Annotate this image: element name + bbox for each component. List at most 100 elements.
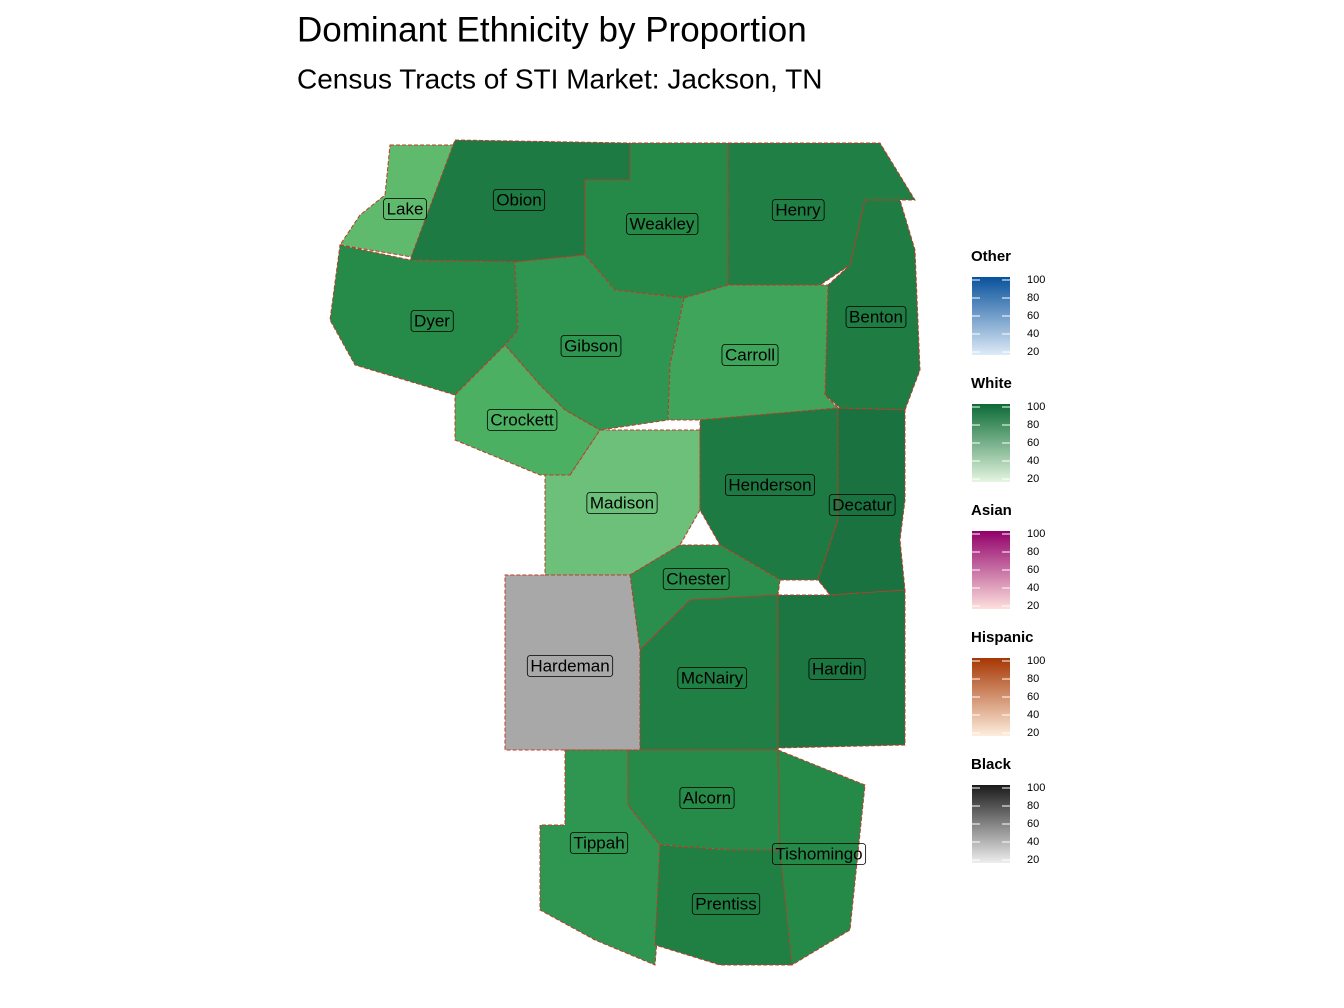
label-box: [725, 474, 815, 496]
label-box: [410, 310, 454, 332]
legend-tick-label: 100: [1027, 401, 1045, 413]
county-label: Carroll: [721, 344, 779, 366]
label-box: [526, 655, 614, 677]
legend-tick-label: 40: [1027, 328, 1039, 340]
county-labels: Lake Obion Weakley Henry Benton Dyer Gibson Car…: [383, 189, 907, 915]
legend-tick-label: 60: [1027, 437, 1039, 449]
county-name: Hardin: [812, 659, 862, 678]
county-name: Weakley: [630, 214, 695, 233]
county-shape: [504, 254, 685, 431]
county-name: Madison: [590, 493, 654, 512]
county-name: Chester: [666, 569, 726, 588]
county-label: Dyer: [410, 310, 454, 332]
map: [329, 139, 921, 966]
label-box: [679, 787, 735, 809]
county-name: Tippah: [573, 833, 624, 852]
county-label: Henry: [771, 199, 825, 221]
label-box: [828, 494, 896, 516]
label-box: [383, 198, 427, 220]
label-box: [691, 893, 761, 915]
county-label: Decatur: [828, 494, 896, 516]
county-name: McNairy: [681, 668, 744, 687]
county-label: McNairy: [677, 667, 748, 689]
legend-title: White: [971, 375, 1012, 392]
legend-tick-label: 40: [1027, 455, 1039, 467]
county-name: Hardeman: [530, 656, 609, 675]
label-box: [492, 189, 546, 211]
county-shape: [777, 749, 866, 966]
legend-tick-label: 20: [1027, 727, 1039, 739]
title: Dominant Ethnicity by Proportion: [297, 10, 807, 49]
county-label: Prentiss: [691, 893, 761, 915]
county-label: Hardeman: [526, 655, 614, 677]
county-label: Tippah: [569, 832, 629, 854]
county-name: Benton: [849, 307, 903, 326]
county-label: Lake: [383, 198, 427, 220]
county-label: Madison: [586, 492, 658, 514]
legend-tick-label: 80: [1027, 673, 1039, 685]
legend-tick-label: 100: [1027, 274, 1045, 286]
county-name: Prentiss: [695, 894, 756, 913]
county-name: Henry: [775, 200, 821, 219]
label-box: [771, 199, 825, 221]
label-box: [586, 492, 658, 514]
county-name: Alcorn: [683, 788, 731, 807]
label-box: [808, 658, 866, 680]
subtitle: Census Tracts of STI Market: Jackson, TN: [297, 63, 822, 94]
legend-title: Other: [971, 248, 1011, 265]
legend-tick-label: 60: [1027, 818, 1039, 830]
county-name: Lake: [387, 199, 424, 218]
county-name: Tishomingo: [775, 844, 862, 863]
label-box: [721, 344, 779, 366]
county-label: Crockett: [486, 409, 558, 431]
legend-tick-label: 20: [1027, 473, 1039, 485]
legend: Other 100 80 60 40 20 White 100 80 60 40 20 Asian 100…: [971, 248, 1045, 866]
label-box: [771, 843, 867, 865]
legend-tick-label: 80: [1027, 292, 1039, 304]
legend-tick-label: 20: [1027, 854, 1039, 866]
label-box: [486, 409, 558, 431]
legend-tick-label: 80: [1027, 419, 1039, 431]
county-name: Decatur: [832, 495, 892, 514]
county-label: Chester: [662, 568, 730, 590]
legend-tick-label: 40: [1027, 709, 1039, 721]
county-name: Obion: [496, 190, 541, 209]
county-name: Gibson: [564, 336, 618, 355]
label-box: [569, 832, 629, 854]
legend-tick-label: 40: [1027, 836, 1039, 848]
county-shape: [329, 244, 519, 396]
label-box: [560, 335, 622, 357]
label-box: [662, 568, 730, 590]
legend-tick-label: 40: [1027, 582, 1039, 594]
legend-title: Black: [971, 756, 1012, 773]
label-box: [845, 306, 907, 328]
county-shape: [777, 589, 906, 749]
county-name: Henderson: [728, 475, 811, 494]
label-box: [626, 213, 699, 235]
county-label: Obion: [492, 189, 546, 211]
county-label: Weakley: [626, 213, 699, 235]
legend-tick-label: 60: [1027, 691, 1039, 703]
county-label: Henderson: [725, 474, 815, 496]
county-shape: [544, 429, 701, 576]
county-name: Dyer: [414, 311, 450, 330]
county-name: Carroll: [725, 345, 775, 364]
legend-tick-label: 20: [1027, 346, 1039, 358]
county-shape: [824, 199, 921, 411]
legend-tick-label: 100: [1027, 782, 1045, 794]
county-label: Tishomingo: [771, 843, 867, 865]
legend-tick-label: 20: [1027, 600, 1039, 612]
legend-tick-label: 60: [1027, 564, 1039, 576]
county-name: Crockett: [490, 410, 554, 429]
county-label: Hardin: [808, 658, 866, 680]
legend-title: Asian: [971, 502, 1012, 519]
label-box: [677, 667, 748, 689]
county-label: Alcorn: [679, 787, 735, 809]
legend-tick-label: 80: [1027, 800, 1039, 812]
county-label: Gibson: [560, 335, 622, 357]
legend-title: Hispanic: [971, 629, 1034, 646]
legend-tick-label: 60: [1027, 310, 1039, 322]
legend-tick-label: 100: [1027, 655, 1045, 667]
county-label: Benton: [845, 306, 907, 328]
